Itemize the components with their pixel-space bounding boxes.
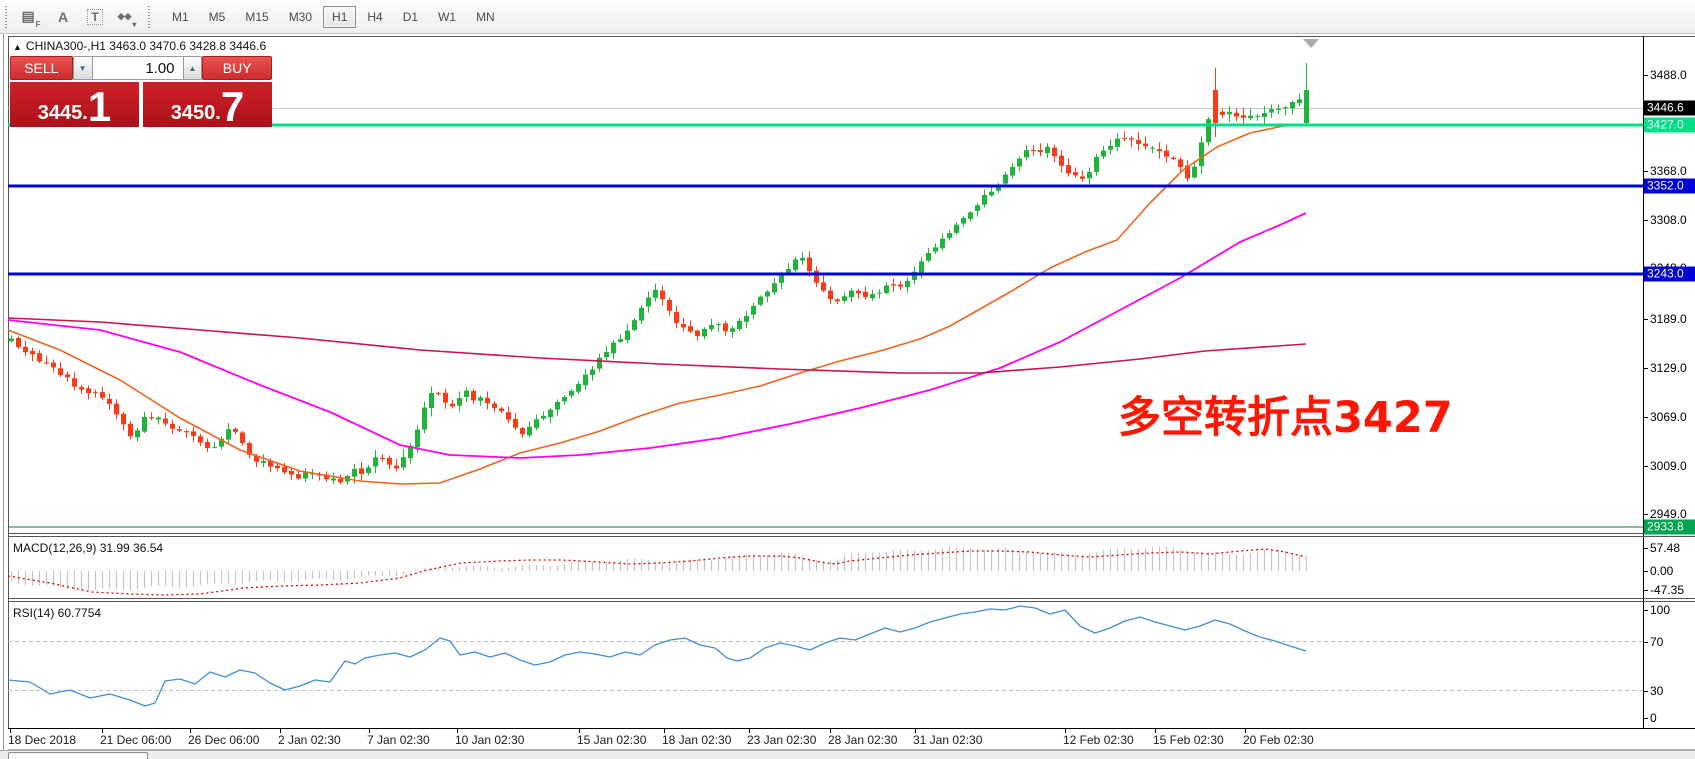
chevron-down-icon: ▼ [78,63,87,73]
timeframe-button-d1[interactable]: D1 [402,9,419,24]
level-lines-layer [8,123,1643,528]
rsi-axis-label: 100 [1650,603,1671,617]
timeframe-button-m1[interactable]: M1 [172,9,189,24]
price-badge: 3446.6 [1644,100,1695,116]
macd-axis-label: 0.00 [1650,564,1674,578]
bottom-tab-strip [0,750,1695,759]
collapse-icon[interactable]: ▲ [13,42,22,52]
toolbar-grip[interactable] [4,5,9,28]
candles-layer [9,63,1309,485]
price-tick-label: 2949.0 [1650,507,1687,521]
chart-ohlc-values: 3463.0 3470.6 3428.8 3446.6 [109,39,267,53]
macd-axis-label: -47.35 [1650,583,1685,597]
price-badge: 3243.0 [1644,266,1695,282]
sell-price-main: 3445 [37,102,83,124]
time-axis-label: 7 Jan 02:30 [367,733,430,747]
label-box-icon[interactable]: T [82,4,108,30]
chart-tab[interactable] [8,752,148,759]
price-tick-label: 3189.0 [1650,312,1687,326]
macd-indicator-label: MACD(12,26,9) 31.99 36.54 [13,541,164,555]
text-annotation-icon[interactable]: A [57,8,69,25]
price-tick-label: 3368.0 [1650,164,1687,178]
time-axis-label: 28 Jan 02:30 [828,733,898,747]
timeframe-button-m15[interactable]: M15 [245,9,269,24]
time-axis-label: 12 Feb 02:30 [1063,733,1134,747]
sell-price-display[interactable]: 3445. 1 [10,82,139,130]
rsi-axis-label: 70 [1650,635,1664,649]
time-axis-label: 21 Dec 06:00 [100,733,172,747]
price-badge: 2933.8 [1644,519,1695,535]
arrange-objects-icon[interactable]: ◆◆ ▾ [117,11,137,29]
sell-price-dot: . [82,102,88,124]
volume-input[interactable] [92,56,183,80]
chart-symbol-label: CHINA300-,H1 [25,39,106,53]
rsi-axis-label: 30 [1650,684,1664,698]
one-click-trading-panel: SELL ▼ ▲ BUY 3445.1 3450.7 [10,56,272,130]
chart-title: ▲ CHINA300-,H1 3463.0 3470.6 3428.8 3446.… [13,39,266,53]
time-axis-label: 15 Jan 02:30 [577,733,647,747]
chart-grid-icon[interactable]: ▤ F [21,8,41,29]
volume-decrease-button[interactable]: ▼ [72,56,93,80]
buy-price-main: 3450 [170,102,216,124]
main-toolbar: ▤ F A T ◆◆ ▾ M1 M5 M15 M30 H1 H4 D1 W1 MN [0,0,1695,34]
moving-averages-layer [7,124,1307,485]
price-badge: 3352.0 [1644,178,1695,194]
ma-fast-orange [7,124,1307,485]
chart-frame [8,36,1695,750]
trade-panel-controls: SELL ▼ ▲ BUY [10,56,272,80]
time-axis-label: 20 Feb 02:30 [1243,733,1314,747]
timeframe-button-h4[interactable]: H4 [367,9,383,24]
time-axis-label: 31 Jan 02:30 [913,733,983,747]
buy-price-display[interactable]: 3450. 7 [143,82,272,130]
price-tick-label: 3488.0 [1650,68,1687,82]
toolbar-icons: ▤ F A T ◆◆ ▾ [15,4,143,30]
buy-price-pips: 7 [220,83,245,130]
time-axis-label: 23 Jan 02:30 [747,733,817,747]
timeframe-toolbar: M1 M5 M15 M30 H1 H4 D1 W1 MN [162,5,505,28]
price-tick-label: 3009.0 [1650,459,1687,473]
timeframe-button-m5[interactable]: M5 [208,9,226,24]
sell-button[interactable]: SELL [10,56,73,80]
price-annotation-text: 多空转折点3427 [1118,393,1453,443]
rsi-panel [7,605,1643,707]
price-tick-label: 3069.0 [1650,410,1687,424]
time-axis-label: 18 Jan 02:30 [662,733,732,747]
timeframe-button-h1[interactable]: H1 [323,5,357,28]
rsi-indicator-label: RSI(14) 60.7754 [13,606,102,620]
sell-price-pips: 1 [87,83,112,130]
time-axis-label: 26 Dec 06:00 [188,733,260,747]
window-left-border [3,34,4,759]
price-tick-label: 3308.0 [1650,213,1687,227]
time-axis-label: 2 Jan 02:30 [278,733,341,747]
timeframe-button-w1[interactable]: W1 [438,9,457,24]
macd-axis-label: 57.48 [1650,541,1681,555]
time-axis-label: 10 Jan 02:30 [455,733,525,747]
chart-shift-marker-icon[interactable] [1303,39,1319,48]
ma-mid-magenta [7,212,1307,459]
macd-panel [7,546,1308,596]
price-badge: 3427.0 [1644,117,1695,133]
time-axis-label: 18 Dec 2018 [8,733,77,747]
rsi-axis-label: 0 [1650,711,1657,725]
price-tick-label: 3129.0 [1650,361,1687,375]
time-axis-label: 15 Feb 02:30 [1153,733,1224,747]
volume-increase-button[interactable]: ▲ [182,56,203,80]
timeframe-toolbar-grip[interactable] [147,5,152,28]
buy-button[interactable]: BUY [202,56,272,80]
buy-price-dot: . [215,102,221,124]
timeframe-button-m30[interactable]: M30 [288,9,313,24]
ma-slow-crimson [7,317,1307,374]
trade-panel-prices: 3445. 1 3450. 7 [10,82,272,130]
timeframe-button-mn[interactable]: MN [476,9,495,24]
chevron-up-icon: ▲ [188,63,197,73]
